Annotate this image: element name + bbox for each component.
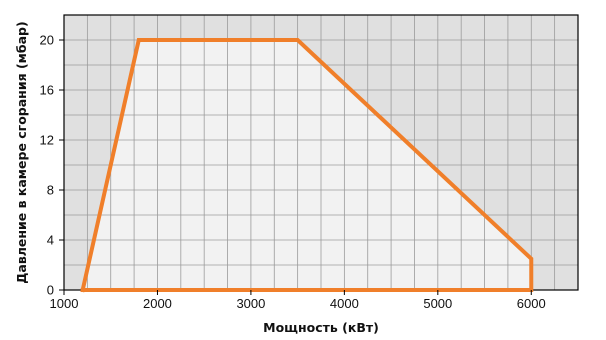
y-tick-label: 8 (47, 183, 54, 198)
y-axis-label: Давление в камере сгорания (мбар) (14, 21, 29, 283)
y-tick-label: 12 (40, 133, 54, 148)
y-tick-label: 20 (40, 33, 54, 48)
y-tick-label: 16 (40, 83, 54, 98)
x-tick-label: 6000 (517, 296, 546, 311)
envelope-line (80, 38, 534, 293)
x-axis-label: Мощность (кВт) (263, 320, 379, 335)
x-tick-label: 5000 (423, 296, 452, 311)
x-tick-label: 3000 (236, 296, 265, 311)
y-tick-label: 4 (47, 233, 54, 248)
y-tick-label: 0 (47, 283, 54, 298)
x-tick-label: 4000 (330, 296, 359, 311)
grid-lines (64, 14, 578, 290)
x-tick-label: 1000 (50, 296, 79, 311)
x-tick-label: 2000 (143, 296, 172, 311)
x-axis-ticks: 1000 2000 3000 4000 5000 6000 (50, 290, 546, 311)
y-axis-ticks: 0 4 8 12 16 20 (40, 33, 64, 298)
